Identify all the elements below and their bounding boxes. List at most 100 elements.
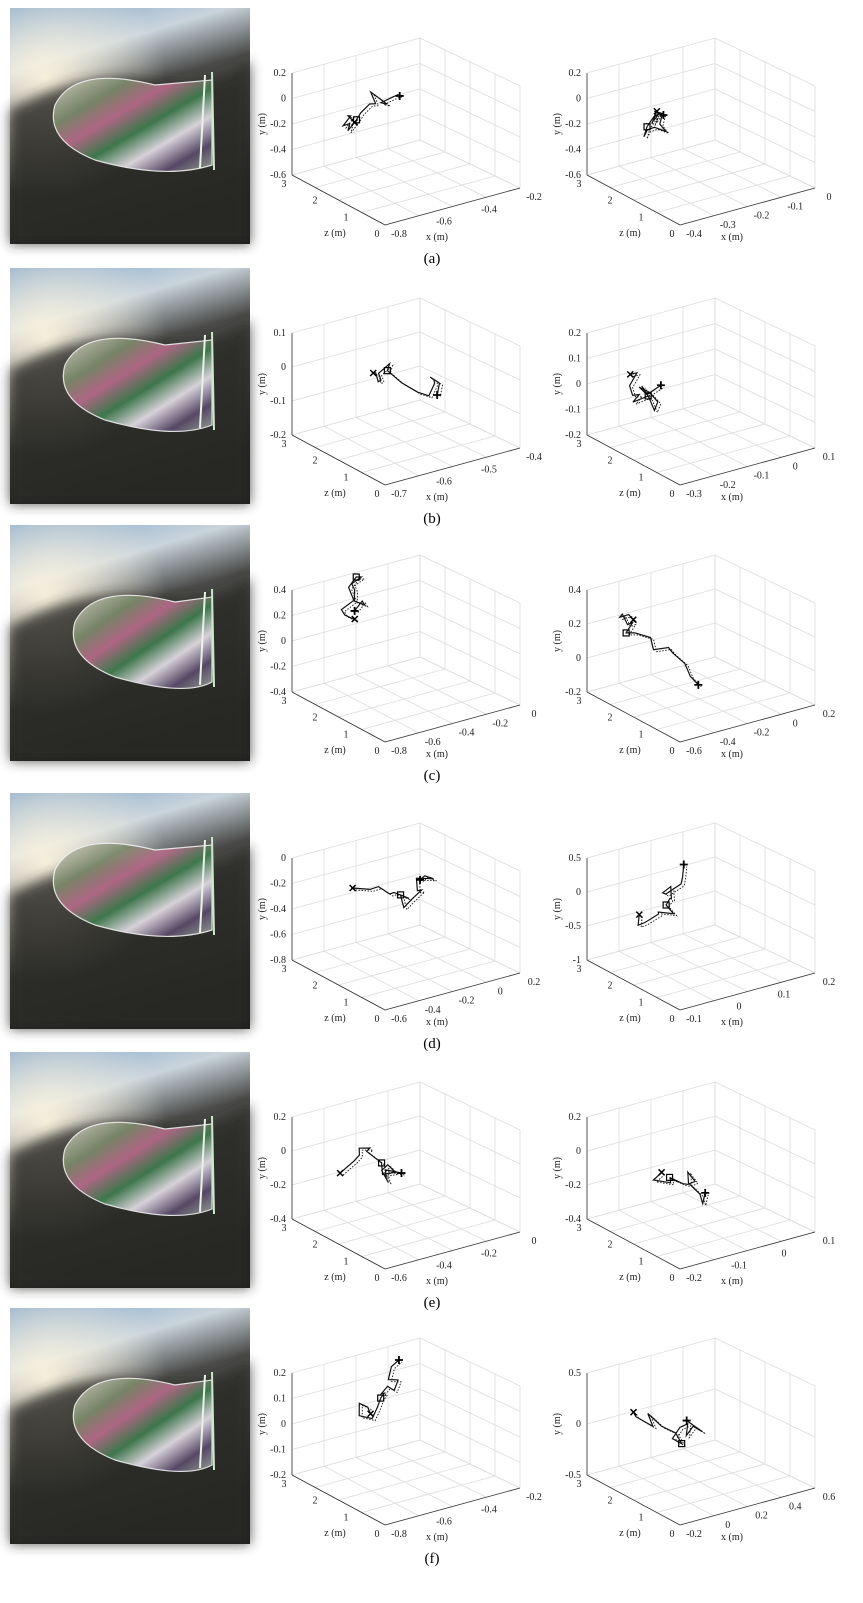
x-tick-label: 0 bbox=[793, 461, 798, 472]
z-tick-label: 3 bbox=[577, 179, 582, 190]
y-tick-label: -0.1 bbox=[270, 1445, 286, 1456]
z-tick-label: 2 bbox=[313, 196, 318, 207]
x-tick-label: 0 bbox=[532, 1236, 537, 1247]
trajectory-estimate bbox=[620, 614, 699, 685]
z-tick-label: 2 bbox=[608, 713, 613, 724]
y-tick-label: 0.1 bbox=[274, 328, 287, 339]
axis-line bbox=[385, 1488, 520, 1525]
marker-plus bbox=[397, 1169, 405, 1177]
z-tick-label: 2 bbox=[608, 456, 613, 467]
y-axis-label: y (m) bbox=[552, 1413, 563, 1435]
panel-label: (c) bbox=[424, 768, 441, 784]
y-tick-label: -0.2 bbox=[270, 662, 286, 673]
z-tick-label: 3 bbox=[282, 696, 287, 707]
z-axis-label: z (m) bbox=[324, 1013, 345, 1024]
x-tick-label: 0 bbox=[782, 1248, 787, 1259]
z-tick-label: 2 bbox=[313, 456, 318, 467]
y-axis-label: y (m) bbox=[257, 630, 268, 652]
z-axis-label: z (m) bbox=[619, 1528, 640, 1539]
z-tick-label: 0 bbox=[670, 1529, 675, 1540]
z-axis-label: z (m) bbox=[324, 1528, 345, 1539]
y-tick-label: -0.2 bbox=[270, 879, 286, 890]
z-axis-label: z (m) bbox=[324, 228, 345, 239]
grid-line bbox=[388, 934, 486, 983]
y-tick-label: 0 bbox=[281, 362, 286, 373]
y-tick-label: 0 bbox=[281, 1419, 286, 1430]
x-tick-label: -0.6 bbox=[391, 1273, 407, 1284]
panel-label: (a) bbox=[424, 251, 441, 267]
y-axis-label: y (m) bbox=[257, 113, 268, 135]
grid-line bbox=[362, 436, 495, 473]
y-tick-label: -0.1 bbox=[270, 396, 286, 407]
z-tick-label: 0 bbox=[375, 1273, 380, 1284]
grid-line bbox=[651, 943, 748, 992]
z-tick-label: 2 bbox=[608, 196, 613, 207]
y-tick-label: 0 bbox=[576, 653, 581, 664]
x-tick-label: -0.4 bbox=[720, 737, 736, 748]
z-axis-label: z (m) bbox=[324, 1272, 345, 1283]
trajectory-truth bbox=[656, 1174, 708, 1206]
render-image bbox=[10, 1308, 250, 1544]
x-tick-label: 0.2 bbox=[755, 1511, 768, 1522]
axis-line bbox=[292, 692, 385, 742]
y-tick-label: 0.2 bbox=[274, 611, 287, 622]
y-axis-label: y (m) bbox=[257, 1157, 268, 1179]
z-tick-label: 0 bbox=[670, 1273, 675, 1284]
grid-line bbox=[657, 436, 790, 473]
grid-line bbox=[362, 1220, 495, 1257]
x-tick-label: -0.2 bbox=[754, 211, 770, 222]
y-tick-label: 0 bbox=[576, 379, 581, 390]
plot-3d: 0.20-0.2-0.4-0.63210-0.4-0.3-0.2-0.10y (… bbox=[552, 38, 832, 243]
axis-line bbox=[292, 435, 385, 485]
x-tick-label: -0.4 bbox=[436, 1261, 452, 1272]
axis-line bbox=[587, 1219, 680, 1269]
grid-line bbox=[651, 675, 748, 724]
z-tick-label: 3 bbox=[577, 1223, 582, 1234]
trajectory-estimate bbox=[634, 1412, 703, 1443]
z-tick-label: 3 bbox=[282, 1479, 287, 1490]
grid-line bbox=[388, 409, 486, 458]
z-tick-label: 0 bbox=[375, 1529, 380, 1540]
axis-line bbox=[587, 960, 680, 1010]
z-tick-label: 1 bbox=[344, 212, 349, 223]
grid-line bbox=[362, 693, 495, 730]
z-axis-label: z (m) bbox=[619, 1013, 640, 1024]
grid-line bbox=[683, 409, 781, 458]
y-tick-label: 0.2 bbox=[569, 328, 582, 339]
grid-line bbox=[388, 666, 486, 715]
y-axis-label: y (m) bbox=[257, 373, 268, 395]
x-tick-label: -0.7 bbox=[391, 489, 407, 500]
axis-line bbox=[292, 1219, 385, 1269]
panel-label: (f) bbox=[425, 1551, 440, 1567]
grid-line bbox=[362, 961, 495, 998]
axis-line bbox=[587, 435, 680, 485]
y-tick-label: -0.6 bbox=[270, 930, 286, 941]
grid-line bbox=[388, 149, 486, 198]
y-tick-label: 0 bbox=[281, 636, 286, 647]
x-tick-label: -0.8 bbox=[391, 746, 407, 757]
z-tick-label: 2 bbox=[608, 1240, 613, 1251]
x-tick-label: -0.5 bbox=[481, 464, 497, 475]
y-tick-label: 0 bbox=[281, 853, 286, 864]
x-tick-label: 0.2 bbox=[528, 977, 541, 988]
y-tick-label: 0.2 bbox=[569, 68, 582, 79]
plot-3d: 0.40.20-0.23210-0.6-0.4-0.200.2y (m)z (m… bbox=[552, 555, 835, 760]
x-tick-label: 0 bbox=[725, 1520, 730, 1531]
z-tick-label: 2 bbox=[608, 1496, 613, 1507]
x-tick-label: 0.4 bbox=[789, 1501, 802, 1512]
panel-label: (d) bbox=[423, 1036, 441, 1052]
axis-line bbox=[587, 1475, 680, 1525]
render-image bbox=[10, 525, 250, 761]
plot-3d: 0.20-0.2-0.43210-0.6-0.4-0.20y (m)z (m)x… bbox=[257, 1082, 537, 1287]
axis-line bbox=[385, 448, 520, 485]
render-image bbox=[10, 793, 250, 1029]
marker-plus bbox=[396, 92, 404, 100]
x-axis-label: x (m) bbox=[721, 1532, 743, 1543]
axis-line bbox=[385, 188, 520, 225]
x-tick-label: 0.1 bbox=[823, 452, 836, 463]
y-tick-label: 0 bbox=[576, 1419, 581, 1430]
x-tick-label: -0.6 bbox=[425, 737, 441, 748]
x-tick-label: -0.3 bbox=[686, 489, 702, 500]
z-axis-label: z (m) bbox=[619, 745, 640, 756]
